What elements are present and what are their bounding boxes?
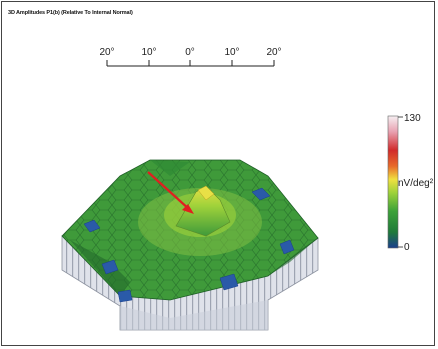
scale-tick-label: 20°: [99, 47, 114, 58]
hex-surface-3d: [61, 159, 319, 331]
scale-tick-label: 20°: [266, 47, 281, 58]
colorbar-gradient: [387, 115, 399, 249]
red-arrow: [147, 171, 194, 214]
plot-title: 3D Amplitudes P1(b) (Relative To Interna…: [8, 10, 133, 16]
scale-tick-label: 10°: [141, 47, 156, 58]
scale-tick-label: 0°: [185, 47, 195, 58]
degree-scale: 20° 10° 0° 10° 20°: [99, 47, 282, 67]
scale-tick-label: 10°: [224, 47, 239, 58]
peak: [175, 185, 231, 237]
colorbar-min-label: 0: [404, 242, 410, 253]
colorbar: 130 nV/deg² 0: [387, 113, 434, 253]
colorbar-max-label: 130: [404, 113, 421, 124]
colorbar-unit-label: nV/deg²: [398, 178, 434, 189]
